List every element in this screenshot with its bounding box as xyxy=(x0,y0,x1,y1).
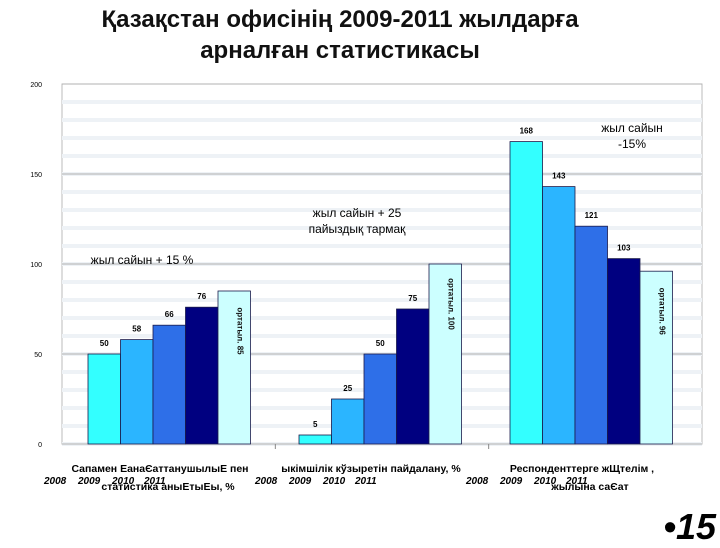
year-label: 2010 xyxy=(533,476,557,487)
bar-2009 xyxy=(120,339,154,445)
data-label: 50 xyxy=(376,339,385,348)
annotation-line: жыл сайын + 25 xyxy=(313,206,402,220)
data-label: 103 xyxy=(617,244,631,253)
data-label: 143 xyxy=(552,172,566,181)
bar-target xyxy=(639,270,673,445)
bar-2009 xyxy=(542,186,576,445)
year-label: 2009 xyxy=(499,476,523,487)
page-number: •15 xyxy=(663,506,716,547)
year-label: 2009 xyxy=(77,476,101,487)
year-label: 2010 xyxy=(111,476,135,487)
bar-2010 xyxy=(152,324,186,445)
target-bar-label: ортатыл. 100 xyxy=(446,278,455,330)
bar-2010 xyxy=(363,353,397,445)
year-label: 2008 xyxy=(465,476,489,487)
category-label: ыкімшілік кўзырeтін пайдалану, % xyxy=(281,463,461,475)
data-label: 76 xyxy=(197,292,206,301)
data-label: 5 xyxy=(313,420,318,429)
year-label: 2009 xyxy=(288,476,312,487)
page-title: Қазақстан офисінің 2009-2011 жылдарға ар… xyxy=(40,4,640,66)
year-label: 2011 xyxy=(565,476,588,487)
year-label: 2008 xyxy=(254,476,278,487)
page-title-line-2: арналған статистикасы xyxy=(200,37,480,64)
y-tick-label: 50 xyxy=(34,352,42,359)
data-label: 66 xyxy=(165,310,174,319)
annotation-line: жыл сайын xyxy=(601,121,663,135)
data-label: 121 xyxy=(585,211,599,220)
category-label: Респонденттерге жЩтелім , xyxy=(510,463,654,475)
bar-2010 xyxy=(574,225,608,445)
y-tick-label: 0 xyxy=(38,442,42,449)
bar-2008 xyxy=(87,353,121,445)
bar-2011 xyxy=(185,306,219,445)
category-label: Сапамен ЕанаЄаттанушылыЕ пен xyxy=(71,463,248,475)
bar-2009 xyxy=(331,398,365,445)
year-label: 2011 xyxy=(354,476,377,487)
page-title-line-1: Қазақстан офисінің 2009-2011 жылдарға xyxy=(101,6,579,33)
category-label: жылына саЄат xyxy=(550,481,628,493)
y-tick-label: 200 xyxy=(30,82,42,89)
bar-target xyxy=(428,263,462,445)
y-tick-label: 150 xyxy=(30,172,42,179)
bar-2008 xyxy=(298,434,332,445)
bar-target xyxy=(217,290,251,445)
year-label: 2011 xyxy=(143,476,166,487)
annotation-line: -15% xyxy=(618,137,646,151)
y-tick-label: 100 xyxy=(30,262,42,269)
bar-2011 xyxy=(607,258,641,445)
data-label: 50 xyxy=(100,339,109,348)
year-label: 2008 xyxy=(43,476,67,487)
target-bar-label: ортатыл. 96 xyxy=(657,288,666,336)
data-label: 58 xyxy=(132,325,141,334)
annotation: жыл сайын + 15 % xyxy=(91,253,194,267)
data-label: 75 xyxy=(408,294,417,303)
data-label: 168 xyxy=(520,127,534,136)
category-label: статистика аныЕтыЕы, % xyxy=(101,481,235,493)
bar-2011 xyxy=(396,308,430,445)
annotation-line: пайыздық тармақ xyxy=(309,222,407,236)
year-label: 2010 xyxy=(322,476,346,487)
bar-2008 xyxy=(509,141,543,445)
target-bar-label: ортатыл. 85 xyxy=(235,307,244,355)
data-label: 25 xyxy=(343,384,352,393)
